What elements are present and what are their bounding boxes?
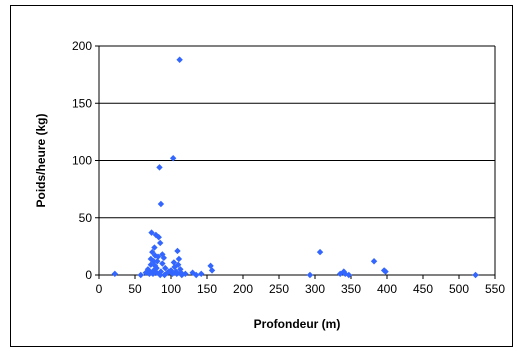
data-point — [155, 234, 162, 241]
axes — [95, 45, 496, 279]
data-point — [169, 155, 177, 162]
data-point — [370, 258, 378, 265]
data-point — [156, 164, 163, 171]
data-point — [176, 56, 183, 63]
data-point — [151, 244, 158, 251]
y-tick-label: 200 — [72, 39, 92, 53]
y-tick-label: 150 — [72, 96, 92, 110]
x-tick-label: 50 — [128, 282, 142, 296]
data-point — [149, 270, 157, 278]
x-tick-label: 450 — [413, 282, 433, 296]
y-axis-title: Poids/heure (kg) — [34, 113, 48, 207]
y-tick-label: 50 — [79, 211, 93, 225]
data-point — [208, 267, 216, 274]
data-points — [111, 56, 479, 279]
data-point — [175, 261, 182, 268]
data-point — [316, 248, 324, 256]
data-point — [165, 268, 173, 275]
scatter-chart: 0 50 100 150 200 0 50 100 150 200 250 300 350 400 450 5… — [34, 39, 505, 331]
x-tick-label: 200 — [233, 282, 253, 296]
data-point — [160, 254, 167, 262]
x-tick-label: 500 — [449, 282, 469, 296]
data-point — [170, 259, 178, 266]
data-point — [382, 268, 389, 275]
data-point — [306, 271, 314, 279]
data-point — [193, 271, 200, 279]
tick-labels: 0 50 100 150 200 0 50 100 150 200 250 300 350 400 450 5… — [72, 39, 505, 296]
y-tick-label: 0 — [85, 268, 92, 282]
data-point — [137, 271, 144, 279]
data-point — [154, 258, 161, 265]
x-tick-label: 250 — [269, 282, 289, 296]
data-point — [146, 270, 153, 278]
data-point — [198, 270, 205, 278]
data-point — [148, 229, 155, 236]
data-point — [159, 260, 166, 267]
data-point — [472, 271, 479, 279]
data-point — [161, 271, 168, 279]
data-point — [174, 247, 181, 255]
x-axis-title: Profondeur (m) — [254, 317, 341, 331]
data-point — [157, 239, 164, 247]
data-point — [345, 271, 353, 279]
data-point — [111, 270, 119, 278]
data-point — [162, 264, 169, 272]
data-point — [151, 262, 159, 270]
data-point — [154, 253, 162, 260]
x-tick-label: 0 — [96, 282, 103, 296]
data-point — [175, 255, 183, 263]
chart-frame: 0 50 100 150 200 0 50 100 150 200 250 300 350 400 450 5… — [10, 5, 513, 347]
data-point — [182, 270, 189, 278]
x-tick-label: 300 — [305, 282, 325, 296]
x-tick-label: 350 — [341, 282, 361, 296]
data-point — [157, 271, 164, 279]
data-point — [157, 200, 165, 208]
x-tick-label: 400 — [377, 282, 397, 296]
x-tick-label: 550 — [485, 282, 505, 296]
x-tick-label: 100 — [161, 282, 181, 296]
data-point — [169, 270, 176, 278]
y-tick-label: 100 — [72, 154, 92, 168]
data-point — [153, 264, 160, 272]
x-tick-label: 150 — [197, 282, 217, 296]
gridlines — [99, 45, 495, 219]
